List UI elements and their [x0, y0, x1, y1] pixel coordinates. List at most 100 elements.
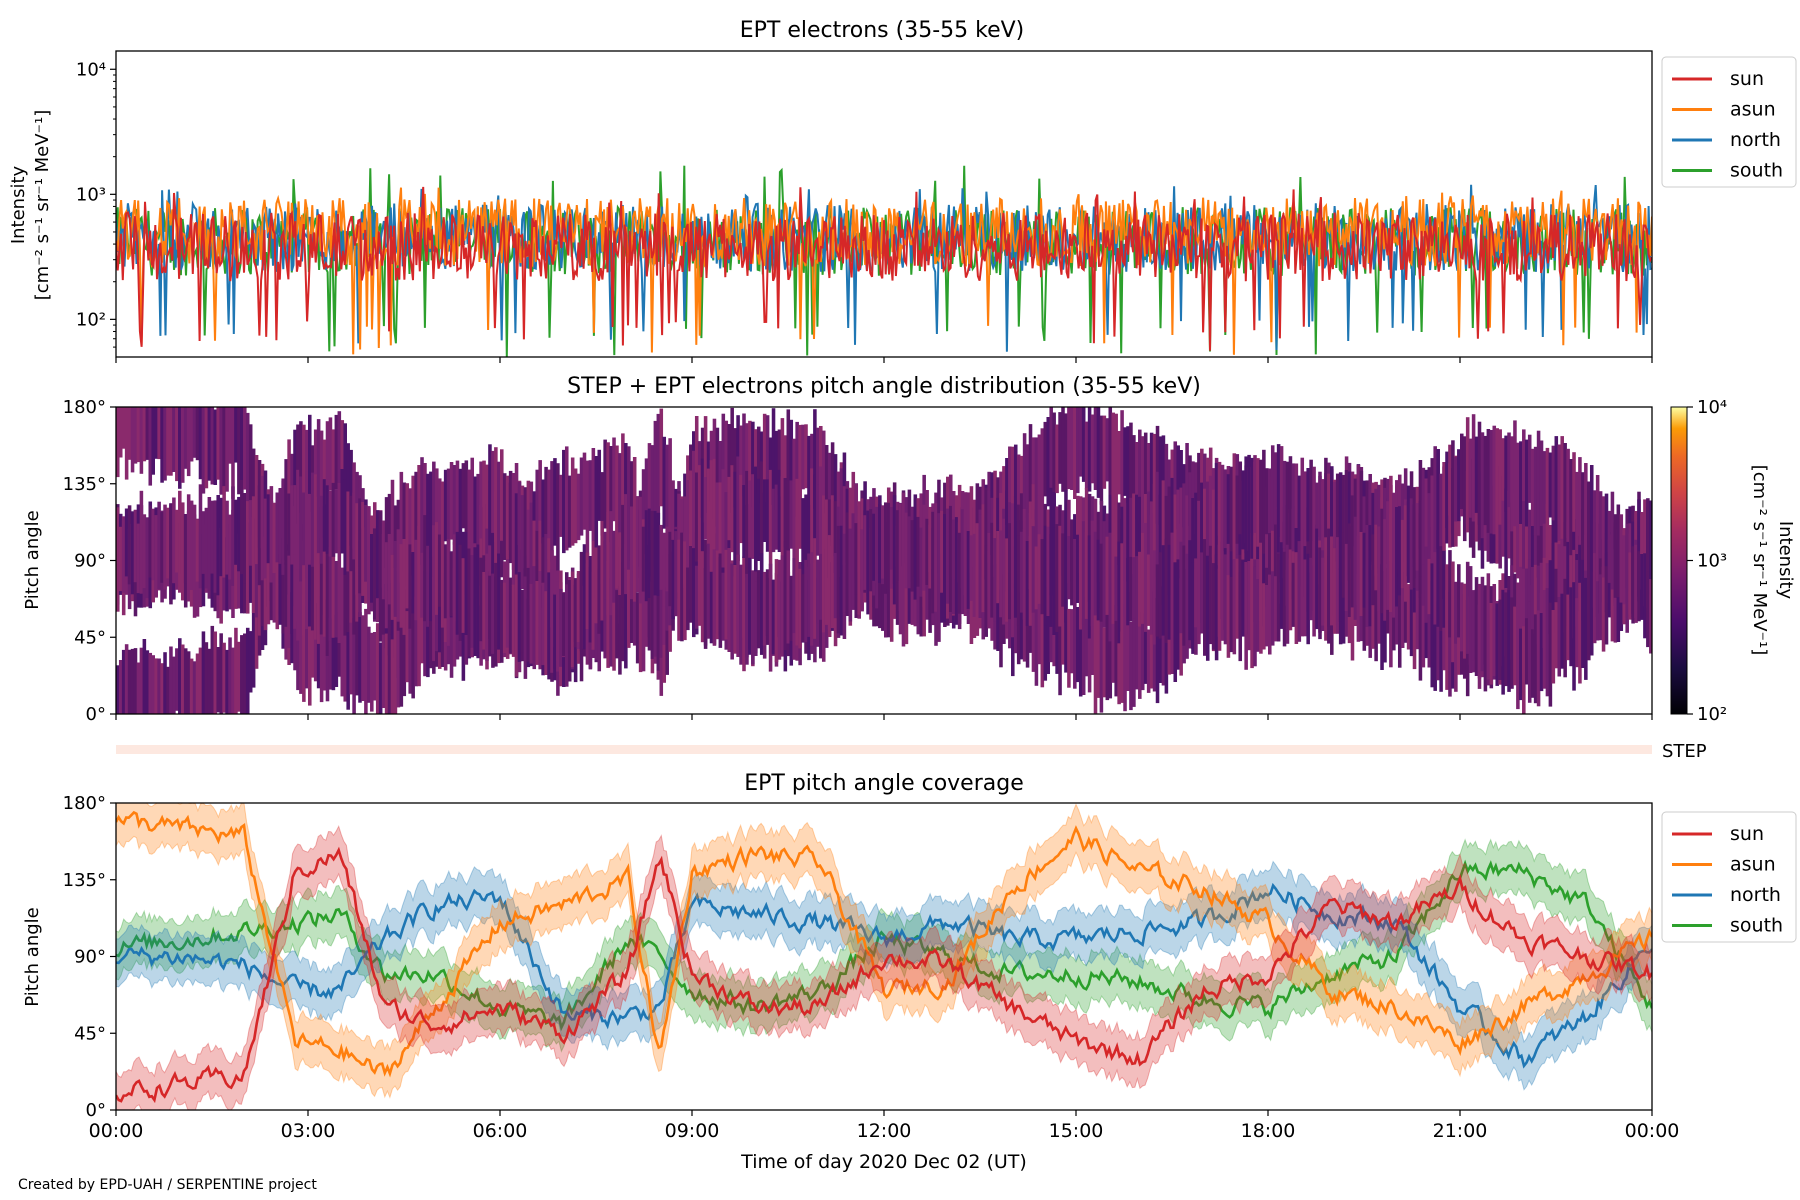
heatmap-cell	[275, 497, 280, 563]
heatmap-cell	[1551, 610, 1556, 684]
heatmap-cell	[1309, 459, 1313, 550]
heatmap-cell	[204, 407, 209, 489]
heatmap-cell	[1421, 594, 1426, 668]
heatmap-cell	[331, 429, 336, 496]
heatmap-cell	[1504, 592, 1508, 687]
heatmap-cell	[502, 582, 507, 653]
heatmap-cell	[656, 572, 661, 671]
heatmap-cell	[381, 634, 386, 708]
panel-pitch-distribution: STEP + EPT electrons pitch angle distrib…	[22, 374, 1796, 725]
heatmap-cell	[703, 477, 708, 540]
heatmap-cell	[446, 539, 451, 646]
heatmap-cell	[1276, 444, 1281, 553]
heatmap-cell	[423, 515, 427, 622]
heatmap-cell	[455, 460, 460, 548]
heatmap-cell	[745, 470, 749, 578]
heatmap-cell	[1226, 474, 1231, 544]
heatmap-cell	[1406, 584, 1411, 650]
heatmap-cell	[1132, 435, 1136, 498]
heatmap-cell	[946, 508, 950, 604]
heatmap-cell	[485, 553, 489, 661]
heatmap-cell	[1575, 471, 1579, 554]
heatmap-cell	[1569, 459, 1573, 556]
heatmap-cell	[553, 458, 557, 546]
heatmap-cell	[231, 486, 235, 586]
heatmap-cell	[768, 469, 773, 578]
heatmap-cell	[807, 499, 811, 567]
heatmap-cell	[1013, 583, 1018, 654]
heatmap-cell	[272, 527, 277, 623]
heatmap-cell	[1327, 528, 1331, 627]
heatmap-cell	[378, 511, 383, 617]
heatmap-cell	[313, 552, 318, 640]
heatmap-cell	[1501, 589, 1505, 695]
heatmap-cell	[913, 498, 918, 600]
heatmap-cell	[1412, 487, 1417, 588]
panel2-ytick-label: 45°	[74, 627, 106, 648]
heatmap-cell	[245, 412, 250, 507]
heatmap-cell	[1203, 488, 1207, 574]
heatmap-cell	[192, 504, 197, 584]
heatmap-cell	[668, 438, 672, 540]
heatmap-cell	[1040, 497, 1045, 575]
heatmap-cell	[650, 445, 655, 540]
heatmap-cell	[145, 650, 150, 714]
heatmap-cell	[1276, 553, 1281, 642]
heatmap-cell	[520, 589, 525, 653]
heatmap-cell	[198, 407, 203, 480]
heatmap-cell	[789, 575, 794, 641]
heatmap-cell	[1185, 443, 1189, 514]
heatmap-cell	[1078, 529, 1083, 630]
panel1-legend: sun asun north south	[1661, 56, 1797, 188]
heatmap-cell	[1332, 548, 1337, 616]
heatmap-cell	[1037, 534, 1042, 604]
heatmap-cell	[1241, 560, 1245, 637]
heatmap-cell	[245, 627, 250, 714]
heatmap-cell	[1530, 511, 1535, 585]
heatmap-cell	[526, 509, 531, 599]
heatmap-cell	[878, 557, 882, 629]
heatmap-cell	[166, 407, 170, 476]
heatmap-cell	[1519, 566, 1523, 676]
heatmap-cell	[1146, 554, 1151, 626]
heatmap-cell	[1465, 561, 1470, 654]
heatmap-cell	[742, 413, 746, 497]
heatmap-cell	[830, 495, 835, 560]
heatmap-cell	[901, 553, 906, 647]
heatmap-cell	[966, 531, 971, 609]
heatmap-cell	[334, 414, 339, 490]
heatmap-cell	[1403, 505, 1408, 602]
heatmap-cell	[1102, 627, 1107, 698]
heatmap-cell	[1087, 535, 1092, 639]
heatmap-cell	[715, 482, 720, 552]
heatmap-cell	[254, 576, 259, 669]
heatmap-cell	[541, 537, 545, 608]
heatmap-cell	[1643, 553, 1647, 639]
heatmap-cell	[175, 648, 179, 711]
heatmap-cell	[1533, 504, 1538, 599]
heatmap-cell	[550, 461, 554, 562]
heatmap-cell	[296, 550, 300, 641]
heatmap-cell	[1073, 592, 1077, 689]
heatmap-cell	[1637, 551, 1641, 622]
heatmap-cell	[364, 608, 368, 714]
heatmap-cell	[1427, 493, 1432, 559]
heatmap-cell	[1028, 424, 1033, 514]
heatmap-cell	[700, 569, 705, 643]
heatmap-cell	[594, 456, 599, 556]
heatmap-cell	[1019, 455, 1024, 521]
heatmap-cell	[1530, 567, 1535, 632]
heatmap-cell	[1064, 490, 1068, 583]
heatmap-cell	[201, 407, 206, 494]
heatmap-cell	[231, 647, 235, 714]
heatmap-cell	[405, 533, 410, 609]
heatmap-cell	[603, 439, 607, 529]
heatmap-cell	[204, 642, 209, 714]
heatmap-cell	[175, 407, 179, 482]
heatmap-cell	[1300, 457, 1305, 551]
heatmap-cell	[1604, 493, 1609, 567]
heatmap-cell	[402, 631, 407, 697]
heatmap-cell	[160, 663, 164, 714]
heatmap-cell	[1078, 407, 1083, 477]
heatmap-cell	[1545, 588, 1550, 697]
